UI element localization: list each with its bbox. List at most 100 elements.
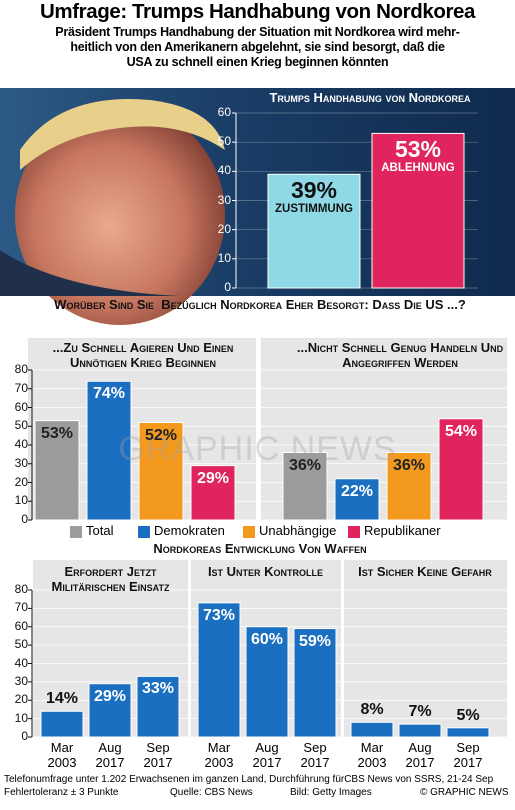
- subtitle-line: heitlich von den Amerikanern abgelehnt, …: [70, 40, 445, 54]
- footer-margin: Fehlertoleranz ± 3 Punkte: [4, 787, 119, 798]
- bar: [386, 452, 432, 521]
- y-tick-label: 30: [14, 455, 28, 470]
- bar: [190, 465, 236, 521]
- y-tick-label: 20: [14, 474, 28, 489]
- y-tick-label: 50: [217, 134, 231, 149]
- y-tick-label: 40: [14, 437, 28, 451]
- value-label: 59%: [298, 632, 332, 650]
- bar: [245, 626, 289, 738]
- value-label: 29%: [93, 687, 127, 705]
- subtitle-line: Präsident Trumps Handhabung der Situatio…: [55, 25, 460, 39]
- subtitle: Präsident Trumps Handhabung der Situatio…: [0, 25, 515, 70]
- bar: [40, 710, 84, 738]
- value-label: 73%: [202, 606, 236, 624]
- bar: [350, 721, 394, 738]
- y-tick-label: 60: [14, 399, 28, 414]
- bar: [334, 478, 380, 521]
- y-tick-label: 30: [217, 192, 231, 207]
- legend-label: Demokraten: [154, 523, 225, 538]
- value-label: 53%: [394, 136, 442, 163]
- bar: [446, 727, 490, 738]
- panel-title: Erfordert Jetzt Militärischen Einsatz: [51, 564, 170, 594]
- value-label: 53%: [40, 424, 74, 442]
- value-label: 60%: [250, 630, 284, 648]
- x-tick-label: Sep 2017: [143, 740, 173, 770]
- y-tick-label: 40: [217, 163, 231, 178]
- value-label: 39%: [290, 177, 338, 204]
- x-tick-label: Mar 2003: [47, 740, 77, 770]
- bar: [136, 675, 180, 738]
- footer-source: Quelle: CBS News: [170, 787, 253, 798]
- panel-title: Ist Unter Kontrolle: [207, 564, 324, 579]
- bar: [282, 452, 328, 521]
- panel-title: ...Zu Schnell Agieren Und Einen Unnötige…: [52, 340, 234, 370]
- y-tick-label: 80: [14, 362, 28, 376]
- bar: [88, 683, 132, 738]
- y-tick-label: 10: [217, 250, 231, 265]
- y-tick-label: 70: [14, 600, 28, 615]
- value-label: 36%: [392, 456, 426, 474]
- watermark: GRAPHIC NEWS: [118, 430, 397, 468]
- value-label: 22%: [340, 482, 374, 500]
- legend-swatch: [138, 526, 150, 538]
- chart-title: Worüber Sind Sie Bezüglich Nordkorea Ehe…: [54, 297, 466, 312]
- x-tick-label: Mar 2003: [357, 740, 387, 770]
- x-tick-label: Sep 2017: [453, 740, 483, 770]
- title: Umfrage: Trumps Handhabung von Nordkorea: [39, 0, 476, 23]
- y-tick-label: 20: [14, 692, 28, 707]
- y-tick-label: 60: [14, 618, 28, 633]
- panel-title: ...Nicht Schnell Genug Handeln Und Angeg…: [296, 340, 504, 370]
- legend-label: Total: [86, 523, 114, 538]
- legend-swatch: [70, 526, 82, 538]
- value-label: 33%: [141, 680, 175, 698]
- y-tick-label: 0: [224, 280, 231, 294]
- value-label: 74%: [92, 385, 126, 403]
- footer-note: Telefonumfrage unter 1.202 Erwachsenen i…: [4, 774, 494, 785]
- panel-title: Ist Sicher Keine Gefahr: [358, 564, 492, 579]
- subtitle-line: USA zu schnell einen Krieg beginnen könn…: [126, 55, 389, 69]
- value-label: 54%: [444, 422, 478, 440]
- bar: [293, 628, 337, 738]
- bar: [438, 418, 484, 521]
- chart-title: Trumps Handhabung von Nordkorea: [269, 90, 471, 105]
- y-tick-label: 10: [14, 493, 28, 508]
- footer-credit: Bild: Getty Images: [290, 787, 372, 798]
- value-label: 7%: [408, 703, 432, 721]
- legend-label: Republikaner: [364, 523, 441, 538]
- value-label: 5%: [456, 706, 480, 724]
- category-label: Zustimmung: [275, 203, 353, 216]
- value-label: 14%: [45, 690, 79, 708]
- value-label: 29%: [196, 469, 230, 487]
- y-tick-label: 20: [217, 221, 231, 236]
- category-label: Ablehnung: [381, 162, 455, 175]
- bar: [34, 420, 80, 521]
- bar: [197, 602, 241, 738]
- y-tick-label: 60: [217, 105, 231, 119]
- value-label: 8%: [360, 701, 384, 719]
- photo: [0, 99, 225, 325]
- legend-swatch: [243, 526, 255, 538]
- y-tick-label: 0: [21, 729, 28, 743]
- x-tick-label: Sep 2017: [300, 740, 330, 770]
- y-tick-label: 30: [14, 673, 28, 688]
- x-tick-label: Aug 2017: [405, 740, 435, 770]
- x-tick-label: Aug 2017: [252, 740, 282, 770]
- chart-title: Nordkoreas Entwicklung Von Waffen: [153, 541, 367, 556]
- value-label: 52%: [144, 426, 178, 444]
- y-tick-label: 0: [21, 512, 28, 526]
- legend-swatch: [348, 526, 360, 538]
- y-tick-label: 10: [14, 710, 28, 725]
- x-tick-label: Aug 2017: [95, 740, 125, 770]
- bar: [371, 132, 465, 289]
- panel-bg: [344, 560, 507, 737]
- y-tick-label: 40: [14, 655, 28, 670]
- y-tick-label: 50: [14, 418, 28, 433]
- bar: [86, 380, 132, 521]
- y-tick-label: 50: [14, 637, 28, 652]
- legend-label: Unabhängige: [259, 523, 337, 538]
- y-tick-label: 70: [14, 380, 28, 395]
- y-tick-label: 80: [14, 582, 28, 596]
- bar: [398, 723, 442, 738]
